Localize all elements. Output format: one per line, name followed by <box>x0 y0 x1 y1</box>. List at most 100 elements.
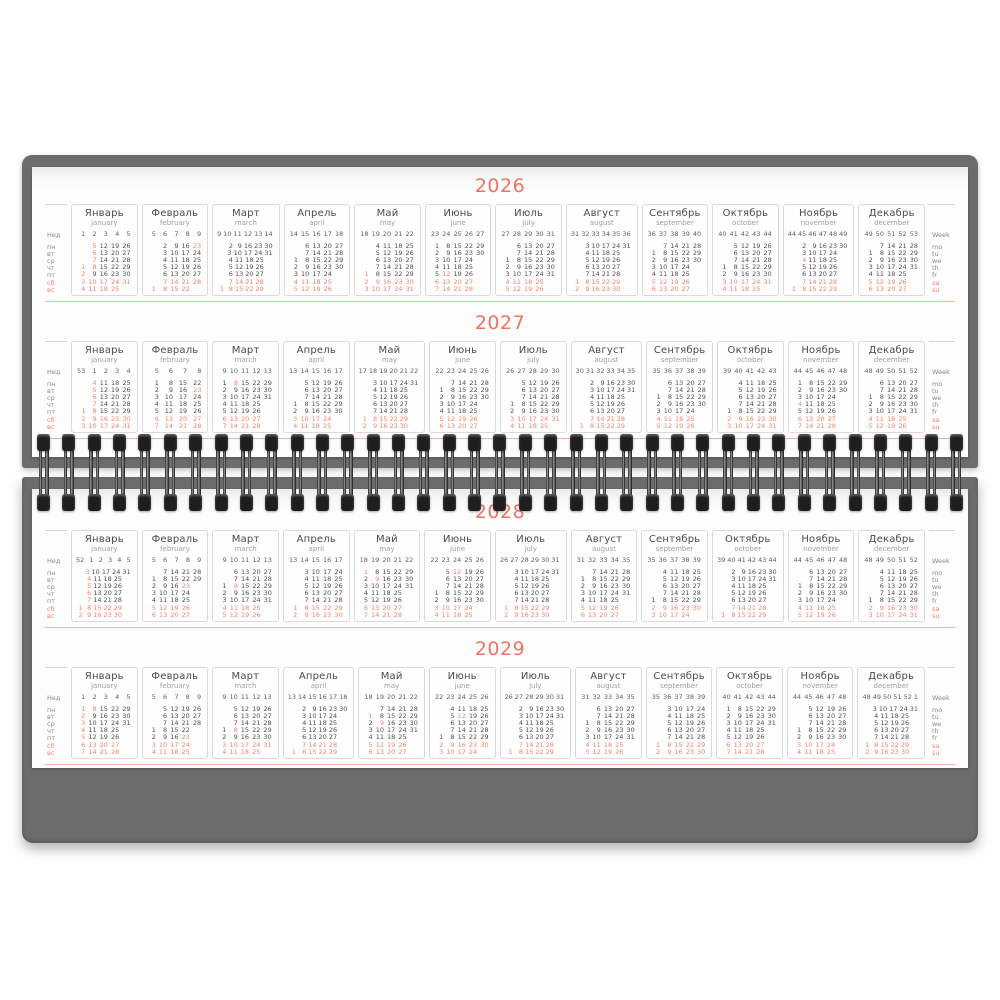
weekday-row: 1 8 15 22 29 <box>362 414 409 423</box>
month-2029-august: Август august 31 32 33 34 35 6 13 20 27 7 14 21 28 1 8 15… <box>575 667 642 759</box>
spiral-coil <box>391 434 406 511</box>
month-name-ru: Июль <box>516 534 546 545</box>
weekday-label: сб <box>47 741 55 750</box>
weekday-row: 5 12 19 26 <box>656 421 695 430</box>
weekday-row: 7 14 21 28 <box>222 421 261 430</box>
weekday-label: th <box>931 727 939 736</box>
weekday-row: 6 13 20 27 <box>363 603 402 612</box>
weekday-row: 4 11 18 25 <box>222 603 261 612</box>
month-2029-april: Апрель april 13 14 15 16 17 18 2 9 16 23 30 3 10 17 24 4 1… <box>282 667 355 759</box>
weekday-row: 3 10 17 24 <box>434 603 473 612</box>
weekday-row: 2 9 16 23 30 <box>368 719 418 728</box>
weekday-row: 1 8 15 22 29 <box>868 248 918 257</box>
month-2026-september: Сентябрь september 36 37 38 39 40 7 14 21 28 1 8 15 22… <box>641 204 709 296</box>
month-name-en: august <box>594 356 619 364</box>
weekday-row: 3 10 17 24 31 <box>81 277 131 286</box>
weekday-row: 2 9 16 23 30 <box>518 704 565 713</box>
year-title: 2029 <box>474 638 526 660</box>
spiral-coil <box>898 434 913 511</box>
month-grid: 23 24 25 26 27 1 8 15 22 29 2 9 16 23 30 3 10 17 24 4 11 18 25… <box>430 230 487 293</box>
weekday-row: 3 10 17 24 <box>651 610 690 619</box>
month-name-en: april <box>309 219 325 227</box>
month-name-en: october <box>734 545 762 553</box>
spiral-coil <box>61 434 76 511</box>
month-name-ru: Апрель <box>296 534 336 545</box>
month-2026-june: Июнь june 23 24 25 26 27 1 8 15 22 29 2 9 16 23 30 3 10 17 2… <box>424 204 492 296</box>
weekday-row: 1 8 15 22 29 <box>655 740 706 749</box>
weekday-row: 4 11 18 25 <box>439 407 478 416</box>
month-name-ru: Август <box>583 208 620 219</box>
month-name-en: september <box>660 356 699 364</box>
weekday-row: 2 9 16 23 30 <box>81 414 131 423</box>
weekday-row: 6 13 20 27 <box>163 270 202 279</box>
month-name-en: december <box>873 545 910 553</box>
weekday-row: 4 11 18 25 <box>375 241 414 250</box>
weekday-label: tu <box>931 386 939 395</box>
weekday-row: 4 11 18 25 <box>868 270 907 279</box>
weekday-row: 7 14 21 28 <box>154 421 202 430</box>
spiral-coil <box>137 434 152 511</box>
weekday-row: 5 12 19 26 <box>450 711 489 720</box>
month-name-en: february <box>159 682 190 690</box>
weekday-row: 5 12 19 26 <box>590 400 626 409</box>
spiral-coil <box>949 434 964 511</box>
weekday-row: 7 14 21 28 <box>879 589 918 598</box>
weekday-row: 7 14 21 28 <box>731 603 767 612</box>
weekday-row: 2 9 16 23 30 <box>78 610 123 619</box>
weekday-row: 7 14 21 28 <box>92 400 131 409</box>
weekday-row: 3 10 17 24 <box>797 596 836 605</box>
month-grid: 18 19 20 21 22 4 11 18 25 5 12 19 26 6 13 20 27 7 14 21 28 1 8… <box>359 230 416 293</box>
month-name-en: february <box>160 545 190 553</box>
month-name-en: april <box>308 545 325 553</box>
month-name-en: may <box>384 682 400 690</box>
weekday-label: we <box>931 583 942 592</box>
weekday-row: 6 13 20 27 <box>879 378 918 387</box>
weekday-row: 5 12 19 26 <box>373 393 409 402</box>
weekday-label: вс <box>47 611 55 620</box>
month-name-ru: Март <box>231 345 260 356</box>
year-strip: Нед пн вт ср чт пт сб вс Январь january 1 2 3 4 5 5 12 19… <box>45 204 955 302</box>
month-name-ru: Сентябрь <box>649 208 701 219</box>
weekday-labels-ru: Нед пн вт ср чт пт сб вс <box>45 530 67 622</box>
week-numbers-row: 18 19 20 21 22 <box>360 230 414 238</box>
weekday-row: 3 10 17 24 31 <box>722 277 772 286</box>
weekday-row: 6 13 20 27 <box>731 596 767 605</box>
weekday-row: 3 10 17 24 <box>651 263 690 272</box>
month-name-en: march <box>234 545 257 553</box>
week-numbers-row: 23 24 25 26 27 <box>430 230 485 238</box>
weekday-row: 3 10 17 24 <box>302 711 338 720</box>
month-name-ru: Май <box>378 345 401 356</box>
week-numbers-row: 14 15 16 17 18 <box>289 230 344 238</box>
weekday-row: 3 10 17 24 31 <box>585 733 635 742</box>
spiral-coil <box>822 434 837 511</box>
weekday-row: 6 13 20 27 <box>92 248 131 257</box>
weekday-row: 6 13 20 27 <box>434 277 474 286</box>
week-numbers-row: 9 10 11 12 13 <box>222 693 272 701</box>
spiral-coil <box>797 434 812 511</box>
month-grid: 13 14 15 16 17 18 2 9 16 23 30 3 10 17 24 4 11 18 25 5 12 19 2… <box>288 693 350 756</box>
weekday-row: 1 8 15 22 29 <box>797 726 847 735</box>
month-grid: 26 27 28 29 30 31 3 10 17 24 31 4 11 18 25 5 12 19 26 6 13 20… <box>500 556 562 619</box>
week-numbers-row: 13 14 15 16 17 <box>289 556 343 564</box>
weekday-row: 3 10 17 24 <box>656 407 695 416</box>
month-2027-february: Февраль february 5 6 7 8 1 8 15 22 2 9 16 23 3 10 17 24 4 1… <box>141 341 209 433</box>
weekday-row: 1 8 15 22 29 <box>651 596 701 605</box>
weekday-row: 4 11 18 25 <box>585 248 621 257</box>
spiral-coil <box>746 434 761 511</box>
weekday-label: we <box>931 720 942 729</box>
weekday-labels-en: Week mo tu we th fr sa su <box>928 530 955 622</box>
weekday-row: 1 8 15 22 29 <box>81 704 131 713</box>
top-board: 2026 Нед пн вт ср чт пт сб вс Январь january 1 2 3 4 5 5… <box>22 155 978 468</box>
weekday-row: 3 10 17 24 <box>304 567 343 576</box>
weekday-row: 2 9 16 23 30 <box>868 603 918 612</box>
spiral-coil <box>492 434 507 511</box>
weekday-row: 3 10 17 24 <box>439 400 478 409</box>
month-2028-december: Декабрь december 48 49 50 51 52 4 11 18 25 5 12 19 26 6… <box>858 530 925 622</box>
weekday-label: чт <box>47 727 55 736</box>
month-name-en: july <box>524 545 538 553</box>
weekday-row: 5 12 19 26 <box>233 704 272 713</box>
weekday-row: 4 11 18 25 <box>726 726 765 735</box>
weekday-row: 6 13 20 27 <box>233 567 272 576</box>
weekday-row: 5 12 19 26 <box>163 263 202 272</box>
weekday-row: 7 14 21 28 <box>163 567 202 576</box>
